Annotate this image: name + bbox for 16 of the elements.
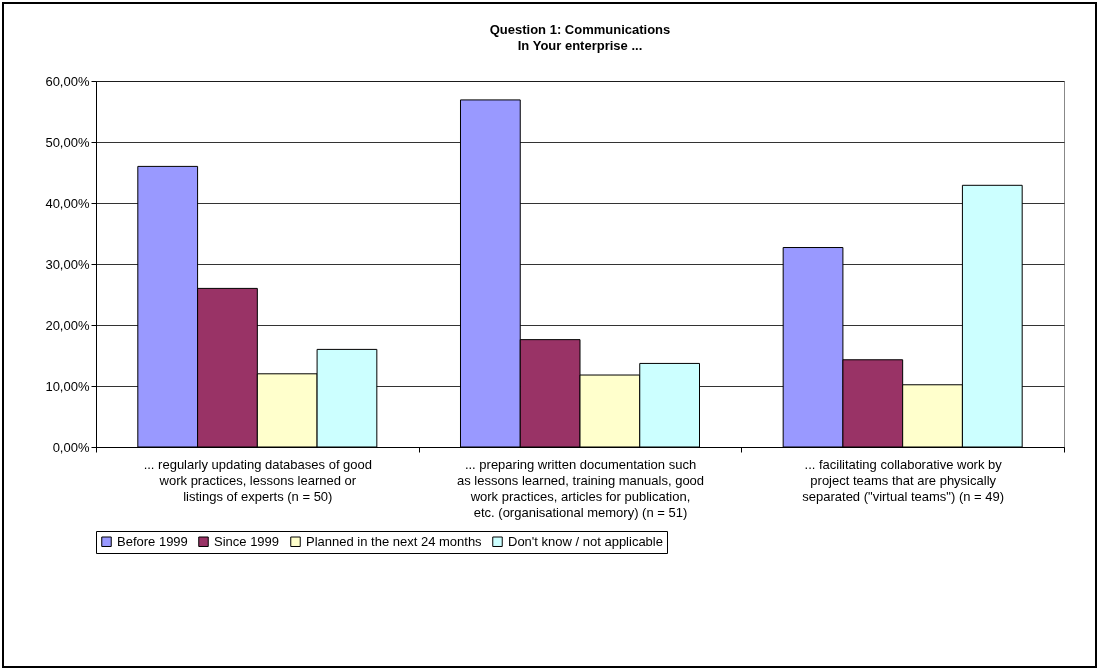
y-tick-label: 40,00% bbox=[45, 195, 90, 211]
y-tick-label: 60,00% bbox=[45, 73, 90, 89]
legend-label: Before 1999 bbox=[117, 533, 188, 549]
y-tick-label: 50,00% bbox=[45, 134, 90, 150]
x-tick-label: ... regularly updating databases of good work practices, lessons learned or listings of experts (n = 50) bbox=[143, 456, 373, 504]
x-tick-label: ... facilitating collaborative work by project teams that are physically separated ("virtual teams") (n = 49) bbox=[802, 456, 1005, 504]
y-tick-label: 20,00% bbox=[45, 317, 90, 333]
legend-label: Don't know / not applicable bbox=[508, 533, 663, 549]
legend-label: Since 1999 bbox=[214, 533, 280, 549]
legend-label: Planned in the next 24 months bbox=[306, 533, 483, 549]
chart-subtitle: In Your enterprise ... bbox=[517, 38, 643, 53]
y-tick-label: 30,00% bbox=[45, 256, 90, 272]
y-tick-label: 0,00% bbox=[52, 439, 90, 455]
chart-title: Question 1: Communications bbox=[489, 22, 671, 37]
x-tick-label: ... preparing written documentation such as lessons learned, training manuals, good work practices, articles for publication, etc. (organisational memory) (n = 51) bbox=[456, 456, 705, 520]
y-tick-label: 10,00% bbox=[45, 378, 90, 394]
